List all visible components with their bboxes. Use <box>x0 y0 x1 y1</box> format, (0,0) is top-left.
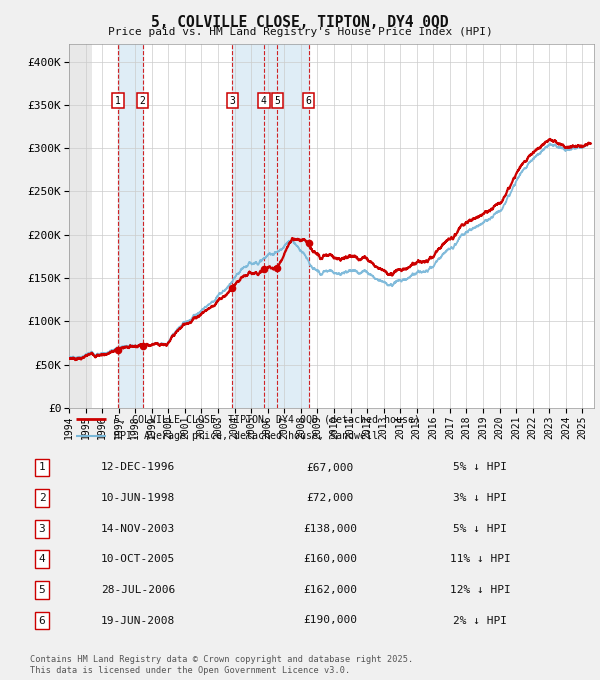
Text: Contains HM Land Registry data © Crown copyright and database right 2025.
This d: Contains HM Land Registry data © Crown c… <box>30 655 413 675</box>
Text: 5, COLVILLE CLOSE, TIPTON, DY4 0QD: 5, COLVILLE CLOSE, TIPTON, DY4 0QD <box>151 15 449 30</box>
Text: Price paid vs. HM Land Registry's House Price Index (HPI): Price paid vs. HM Land Registry's House … <box>107 27 493 37</box>
Text: 12% ↓ HPI: 12% ↓ HPI <box>449 585 511 595</box>
Text: 14-NOV-2003: 14-NOV-2003 <box>101 524 175 534</box>
Text: 11% ↓ HPI: 11% ↓ HPI <box>449 554 511 564</box>
Bar <box>69 44 92 408</box>
Text: 2: 2 <box>38 493 46 503</box>
Text: 2: 2 <box>140 95 145 105</box>
Text: 3: 3 <box>230 95 235 105</box>
Text: 5, COLVILLE CLOSE, TIPTON, DY4 0QD (detached house): 5, COLVILLE CLOSE, TIPTON, DY4 0QD (deta… <box>113 414 419 424</box>
Text: £67,000: £67,000 <box>307 462 353 473</box>
Text: 6: 6 <box>38 615 46 626</box>
Text: £160,000: £160,000 <box>303 554 357 564</box>
Text: 5% ↓ HPI: 5% ↓ HPI <box>453 462 507 473</box>
Text: 10-OCT-2005: 10-OCT-2005 <box>101 554 175 564</box>
Text: 1: 1 <box>38 462 46 473</box>
Text: 19-JUN-2008: 19-JUN-2008 <box>101 615 175 626</box>
Text: £72,000: £72,000 <box>307 493 353 503</box>
Text: 10-JUN-1998: 10-JUN-1998 <box>101 493 175 503</box>
Text: 4: 4 <box>38 554 46 564</box>
Bar <box>232 44 308 408</box>
Text: £162,000: £162,000 <box>303 585 357 595</box>
Text: 2% ↓ HPI: 2% ↓ HPI <box>453 615 507 626</box>
Text: 5: 5 <box>274 95 280 105</box>
Text: 1: 1 <box>115 95 121 105</box>
Text: 4: 4 <box>261 95 267 105</box>
Text: HPI: Average price, detached house, Sandwell: HPI: Average price, detached house, Sand… <box>113 431 377 441</box>
Text: £138,000: £138,000 <box>303 524 357 534</box>
Text: 28-JUL-2006: 28-JUL-2006 <box>101 585 175 595</box>
Text: 3: 3 <box>38 524 46 534</box>
Text: £190,000: £190,000 <box>303 615 357 626</box>
Text: 6: 6 <box>306 95 311 105</box>
Text: 5: 5 <box>38 585 46 595</box>
Text: 3% ↓ HPI: 3% ↓ HPI <box>453 493 507 503</box>
Text: 5% ↓ HPI: 5% ↓ HPI <box>453 524 507 534</box>
Bar <box>118 44 143 408</box>
Text: 12-DEC-1996: 12-DEC-1996 <box>101 462 175 473</box>
